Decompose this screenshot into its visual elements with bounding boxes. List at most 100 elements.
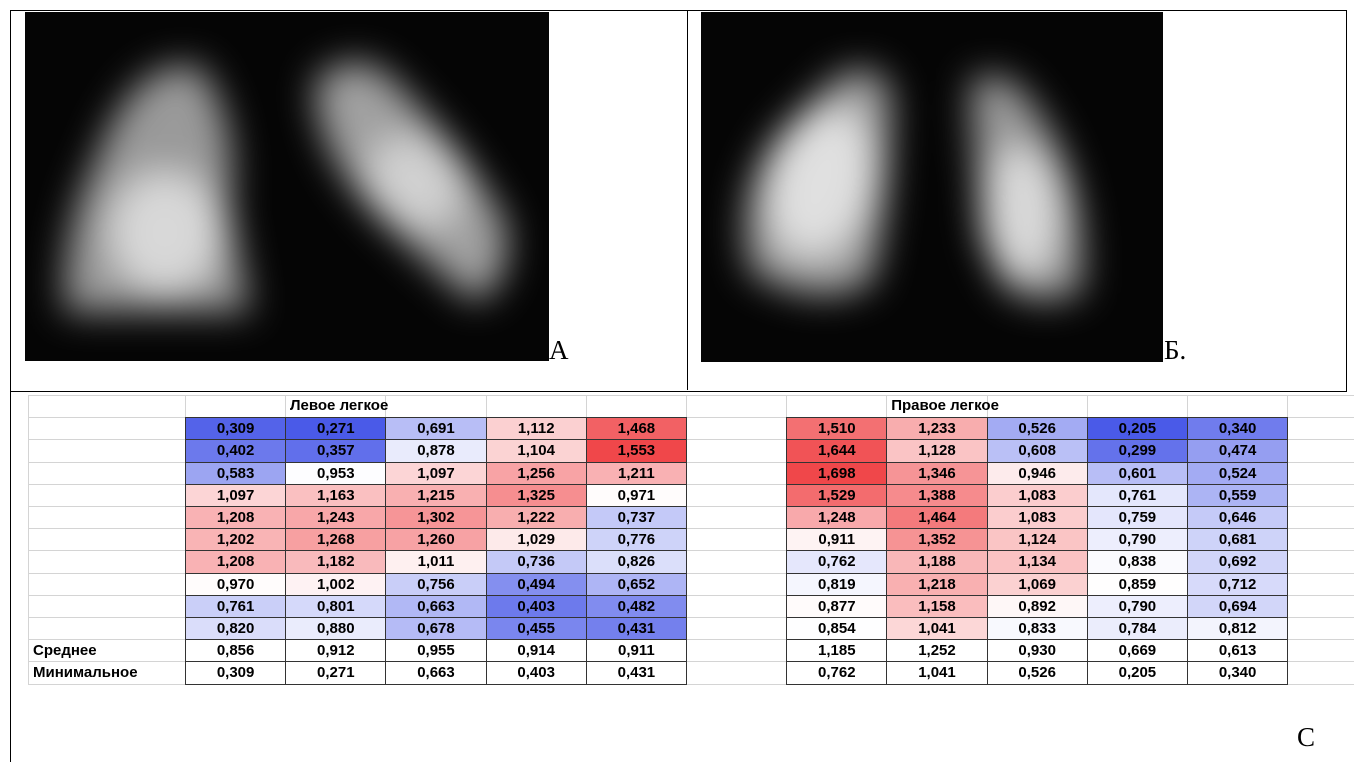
grid-cell [686,595,787,618]
table-cell: 0,678 [385,617,486,640]
table-cell: 1,011 [385,550,486,573]
table-cell: 1,134 [987,550,1088,573]
table-cell: 1,211 [586,462,687,485]
table-cell: 1,252 [886,639,987,662]
table-cell: 0,608 [987,439,1088,462]
table-cell: 0,526 [987,417,1088,440]
table-cell: 0,953 [285,462,386,485]
table-cell: 0,455 [486,617,587,640]
grid-cell [1287,395,1354,418]
table-cell: 1,041 [886,661,987,684]
table-cell: 1,208 [185,506,286,529]
table-cell: 0,736 [486,550,587,573]
grid-cell [28,395,186,418]
grid-cell [385,395,486,418]
table-cell: 1,083 [987,506,1088,529]
table-cell: 1,208 [185,550,286,573]
table-cell: 0,955 [385,639,486,662]
table-cell: 0,309 [185,417,286,440]
table-cell: 1,124 [987,528,1088,551]
table-header: Левое легкое [290,395,388,417]
table-cell: 0,299 [1087,439,1188,462]
table-cell: 0,761 [1087,484,1188,507]
table-cell: 0,759 [1087,506,1188,529]
table-cell: 0,652 [586,573,687,596]
table-cell: 1,185 [786,639,887,662]
grid-cell [686,573,787,596]
table-cell: 1,302 [385,506,486,529]
grid-cell [28,417,186,440]
table-cell: 1,002 [285,573,386,596]
grid-cell [1187,395,1288,418]
table-cell: 0,790 [1087,528,1188,551]
table-cell: 1,698 [786,462,887,485]
frame-divider [687,10,688,390]
table-cell: 0,756 [385,573,486,596]
grid-cell [686,439,787,462]
table-cell: 0,911 [786,528,887,551]
table-cell: 0,601 [1087,462,1188,485]
grid-cell [28,573,186,596]
table-cell: 0,820 [185,617,286,640]
table-cell: 1,510 [786,417,887,440]
table-cell: 0,826 [586,550,687,573]
table-cell: 0,340 [1187,661,1288,684]
table-cell: 0,737 [586,506,687,529]
grid-cell [1287,462,1354,485]
table-cell: 0,712 [1187,573,1288,596]
table-cell: 0,892 [987,595,1088,618]
table-cell: 0,583 [185,462,286,485]
table-cell: 0,856 [185,639,286,662]
table-cell: 1,163 [285,484,386,507]
table-cell: 0,812 [1187,617,1288,640]
table-cell: 0,880 [285,617,386,640]
grid-cell [1287,484,1354,507]
table-cell: 0,403 [486,595,587,618]
table-cell: 0,878 [385,439,486,462]
grid-cell [1287,573,1354,596]
table-cell: 1,202 [185,528,286,551]
table-cell: 0,559 [1187,484,1288,507]
panel-label: Б. [1164,335,1186,366]
table-cell: 1,112 [486,417,587,440]
table-cell: 0,669 [1087,639,1188,662]
table-cell: 0,663 [385,661,486,684]
table-cell: 0,613 [1187,639,1288,662]
table-cell: 0,838 [1087,550,1188,573]
table-cell: 0,357 [285,439,386,462]
table-cell: 0,784 [1087,617,1188,640]
table-cell: 0,524 [1187,462,1288,485]
grid-cell [1287,661,1354,684]
table-cell: 1,248 [786,506,887,529]
table-cell: 0,970 [185,573,286,596]
grid-cell [987,395,1088,418]
table-cell: 0,854 [786,617,887,640]
grid-cell [1287,639,1354,662]
table-cell: 1,256 [486,462,587,485]
grid-cell [486,395,587,418]
table-cell: 1,182 [285,550,386,573]
table-cell: 0,762 [786,661,887,684]
grid-cell [686,639,787,662]
grid-cell [1087,395,1188,418]
table-cell: 0,912 [285,639,386,662]
grid-cell [686,550,787,573]
table-cell: 1,352 [886,528,987,551]
table-cell: 0,681 [1187,528,1288,551]
grid-cell [28,617,186,640]
grid-cell [1287,506,1354,529]
grid-cell [185,395,286,418]
table-cell: 0,776 [586,528,687,551]
table-cell: 0,911 [586,639,687,662]
grid-cell [686,528,787,551]
table-cell: 0,691 [385,417,486,440]
panel-label: С [1297,722,1315,753]
grid-cell [686,484,787,507]
grid-cell [1287,528,1354,551]
table-cell: 0,205 [1087,661,1188,684]
grid-cell [1287,417,1354,440]
row-label: Среднее [28,639,186,662]
grid-cell [1287,550,1354,573]
grid-cell [686,417,787,440]
table-cell: 1,158 [886,595,987,618]
